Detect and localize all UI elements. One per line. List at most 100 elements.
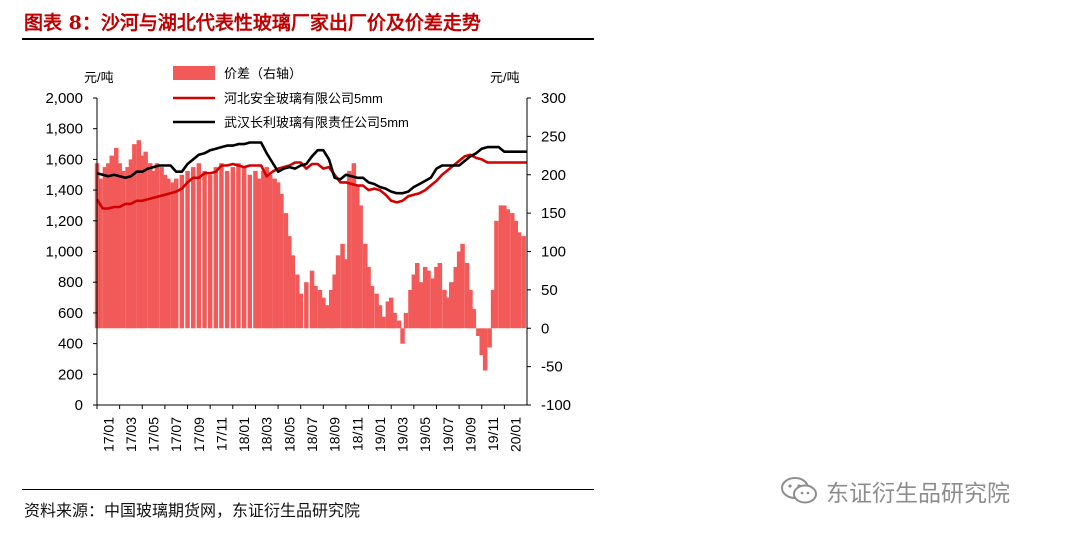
- price-lines: [95, 141, 527, 210]
- spread-bar: [304, 282, 309, 329]
- spread-bar: [191, 167, 196, 329]
- spread-bar: [102, 167, 108, 329]
- x-tick-label: 19/11: [485, 417, 501, 451]
- spread-bar: [132, 144, 137, 329]
- spread-bar: [272, 178, 277, 329]
- spread-bar: [148, 163, 153, 329]
- spread-bar: [381, 316, 386, 329]
- spread-bar: [332, 274, 337, 329]
- spread-bar: [317, 289, 323, 329]
- spread-bar: [170, 182, 176, 329]
- x-tick-label: 19/05: [417, 417, 433, 452]
- left-tick-label: 1,600: [45, 151, 83, 168]
- spread-bar: [313, 286, 318, 329]
- x-tick-label: 17/01: [100, 417, 116, 452]
- x-tick-label: 17/07: [168, 417, 184, 452]
- left-tick-label: 1,200: [45, 213, 83, 230]
- spread-bar: [351, 163, 357, 329]
- right-axis-unit: 元/吨: [490, 70, 520, 85]
- spread-bar: [114, 147, 119, 329]
- spread-bar: [256, 178, 262, 329]
- left-tick-label: 600: [58, 305, 83, 322]
- spread-bar: [179, 174, 185, 329]
- x-tick-label: 17/05: [146, 417, 162, 452]
- spread-bar: [460, 243, 465, 329]
- watermark-text: 东证衍生品研究院: [826, 481, 1010, 507]
- left-tick-label: 800: [58, 274, 83, 291]
- x-tick-label: 18/11: [349, 417, 365, 451]
- x-tick-label: 19/07: [440, 417, 456, 452]
- spread-bar: [247, 174, 252, 329]
- spread-bar: [516, 232, 522, 329]
- x-tick-label: 18/01: [236, 417, 252, 452]
- hebei-price-line: [95, 153, 527, 210]
- spread-bar: [125, 167, 130, 329]
- spread-bar: [437, 263, 443, 329]
- spread-bar: [510, 213, 515, 329]
- spread-bar: [213, 167, 219, 329]
- spread-bar: [241, 167, 247, 329]
- spread-bar: [117, 163, 122, 329]
- spread-bar: [369, 286, 375, 329]
- spread-bar: [482, 328, 488, 371]
- legend-swatch-spread: [173, 66, 215, 80]
- x-tick-label: 20/01: [508, 417, 524, 452]
- spread-bar: [430, 278, 436, 329]
- spread-bar: [166, 178, 171, 329]
- spread-bar: [363, 243, 368, 329]
- x-tick-label: 17/03: [123, 417, 139, 452]
- right-tick-label: 300: [541, 90, 566, 107]
- spread-bar: [174, 178, 179, 329]
- spread-bar: [494, 220, 499, 329]
- spread-bar: [479, 328, 484, 356]
- spread-bar: [355, 186, 360, 329]
- right-tick-label: -50: [541, 359, 563, 376]
- spread-bar: [392, 312, 397, 329]
- spread-bar: [343, 259, 349, 329]
- spread-bar: [162, 174, 168, 329]
- spread-bar: [106, 163, 111, 329]
- spread-bar: [374, 293, 379, 329]
- spread-bar: [267, 174, 273, 329]
- chart-legend: 价差（右轴） 河北安全玻璃有限公司5mm 武汉长利玻璃有限责任公司5mm: [173, 66, 409, 130]
- x-tick-label: 17/09: [191, 417, 207, 452]
- spread-bar: [120, 170, 126, 329]
- spread-bar: [415, 263, 420, 329]
- x-tick-label: 18/05: [281, 417, 297, 452]
- spread-bar: [347, 170, 352, 329]
- wuhan-price-line: [96, 141, 527, 195]
- spread-bar: [128, 159, 134, 329]
- spread-bar: [290, 255, 295, 329]
- spread-bar: [366, 266, 371, 329]
- x-tick-label: 19/09: [462, 417, 478, 452]
- spread-bar: [396, 320, 402, 329]
- right-tick-label: 150: [541, 205, 566, 222]
- x-tick-label: 19/01: [372, 417, 388, 452]
- spread-bar: [324, 305, 329, 329]
- spread-bar: [253, 170, 258, 329]
- price-spread-chart: 2,000 1,800 1,600 1,400 1,200 1,000 800 600 400 2…: [45, 66, 571, 452]
- spread-bar: [505, 209, 510, 329]
- spread-bar: [419, 282, 424, 329]
- spread-bar: [400, 328, 405, 344]
- spread-bar: [335, 255, 341, 329]
- legend-label-spread: 价差（右轴）: [224, 66, 302, 81]
- right-tick-label: 100: [541, 244, 566, 261]
- spread-bar: [136, 140, 142, 329]
- spread-bar: [98, 178, 103, 329]
- spread-bar: [471, 309, 477, 329]
- right-tick-label: 200: [541, 167, 566, 184]
- x-tick-label: 18/07: [304, 417, 320, 452]
- spread-bar: [261, 170, 266, 329]
- spread-bar: [442, 289, 447, 329]
- spread-bar: [151, 170, 156, 329]
- spread-bar: [411, 274, 417, 329]
- spread-bar: [154, 163, 160, 329]
- source-note: 资料来源：中国玻璃期货网，东证衍生品研究院: [24, 501, 361, 520]
- spread-bar: [426, 270, 431, 329]
- spread-bar: [449, 282, 454, 329]
- right-tick-label: 50: [541, 282, 558, 299]
- spread-bar: [329, 289, 334, 329]
- spread-bar: [445, 297, 451, 329]
- left-axis-unit: 元/吨: [84, 70, 114, 85]
